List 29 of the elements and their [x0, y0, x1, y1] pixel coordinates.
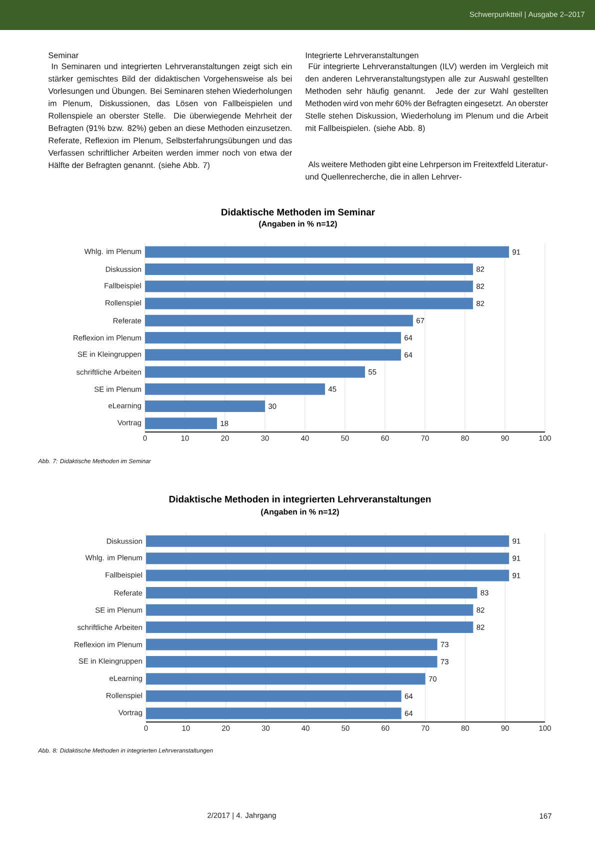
text: Für integrierte Lehrveranstaltungen (ILV) werden im Vergleich mit den anderen Lehrveranstaltungstypen alle zur Auswahl gestellten Methoden sehr häufig genannt. Jede der zur Wahl gestellten Methoden wird von mehr 60% der Befragten eingesetzt. An oberster Stelle stehen Diskussion, Wiederholung im Plenum und die Arbeit mit Fallbeispielen. (siehe Abb. 8) [306, 63, 548, 133]
bar [145, 349, 401, 361]
bar [146, 604, 474, 616]
bar [145, 298, 473, 310]
bar [145, 246, 509, 258]
bar [146, 552, 510, 564]
bar [145, 263, 473, 275]
bar [145, 383, 325, 395]
chart-title: Didaktische Methoden in integrierten Lehrveranstaltungen [169, 496, 431, 504]
bar [145, 314, 413, 326]
bar [146, 673, 426, 685]
bar [146, 690, 402, 702]
text: In Seminaren und integrierten Lehrveranstaltungen zeigt sich ein stärker gemischtes Bild der didaktischen Vorgehensweise als bei Vorlesungen und Übungen. Bei Seminaren stehen Wiederholungen im Plenum, Diskussionen, das Lösen von Fallbeispielen und Rollenspiele an oberster Stelle. Die überwiegende Mehrheit der Befragten (91% bzw. 82%) geben an diese Methoden einzusetzen. Referate, Reflexion im Plenum, Selbsterfahrungsübungen und das Verfassen schriftlicher Arbeiten werden immer noch von etwa der Hälfte der Befragten genannt. (siehe Abb. 7) [48, 63, 292, 170]
chart-title: Didaktische Methoden im Seminar [222, 208, 375, 216]
text: Als weitere Methoden gibt eine Lehrperson im Freitextfeld Literatur- und Quellenrecherche, die in allen Lehrver- [306, 161, 548, 182]
bar [146, 621, 474, 633]
bar [146, 638, 438, 650]
bar [146, 535, 510, 547]
bar [145, 280, 473, 292]
bar [145, 400, 265, 412]
text: Seminar [48, 52, 78, 58]
text: Integrierte Lehrveranstaltungen [306, 52, 418, 60]
bar [146, 656, 438, 668]
bar [145, 332, 401, 344]
bar [145, 418, 217, 430]
bar [146, 708, 402, 720]
bar [146, 570, 510, 582]
bar [146, 587, 478, 599]
bar [145, 366, 365, 378]
